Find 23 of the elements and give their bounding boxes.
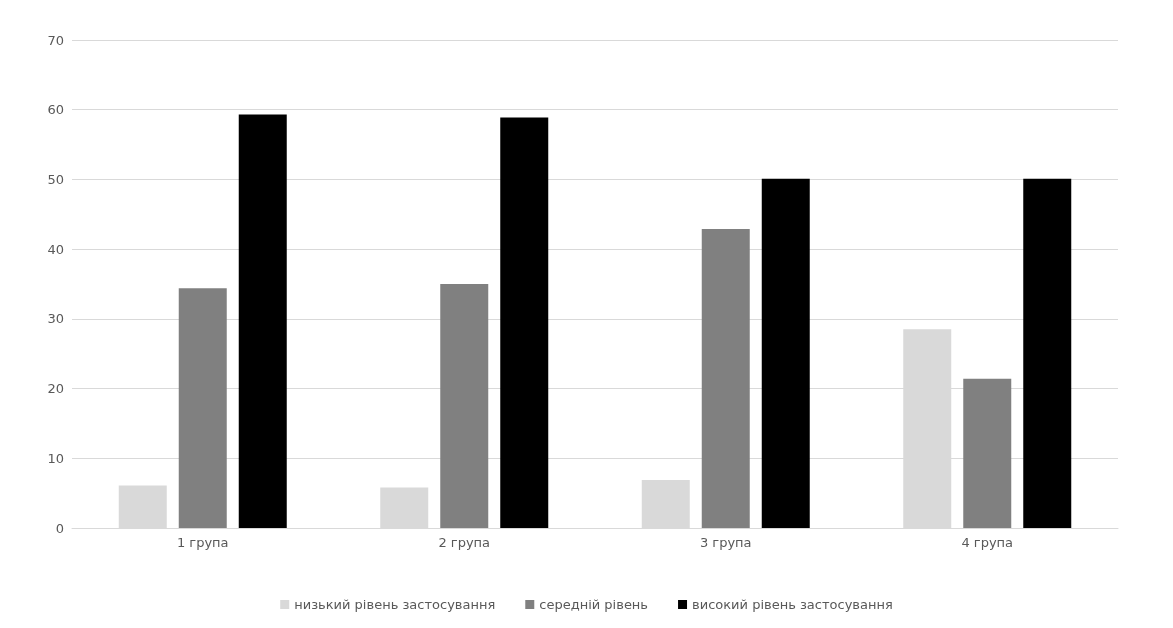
x-tick-label: 3 група bbox=[699, 535, 752, 550]
x-tick-label: 1 група bbox=[176, 535, 229, 550]
bar bbox=[238, 114, 287, 528]
y-tick-label: 70 bbox=[47, 32, 64, 48]
legend-label: середній рівень bbox=[539, 597, 649, 612]
bar bbox=[1023, 178, 1072, 528]
y-tick-label: 50 bbox=[47, 171, 64, 187]
bar bbox=[761, 178, 810, 528]
bar bbox=[963, 378, 1012, 528]
y-tick-label: 60 bbox=[47, 102, 64, 118]
y-tick-label: 40 bbox=[47, 241, 64, 257]
x-tick-label: 4 група bbox=[961, 535, 1014, 550]
y-tick-label: 20 bbox=[47, 381, 64, 397]
x-tick-label: 2 група bbox=[438, 535, 491, 550]
bar bbox=[178, 288, 227, 528]
y-tick-label: 30 bbox=[47, 311, 64, 327]
y-tick-label: 10 bbox=[47, 450, 64, 466]
legend-label: високий рівень застосування bbox=[692, 597, 893, 612]
bar bbox=[440, 284, 489, 528]
bar bbox=[701, 228, 750, 528]
bar bbox=[500, 117, 549, 528]
y-tick-label: 0 bbox=[55, 520, 64, 536]
legend-label: низький рівень застосування bbox=[294, 597, 496, 612]
